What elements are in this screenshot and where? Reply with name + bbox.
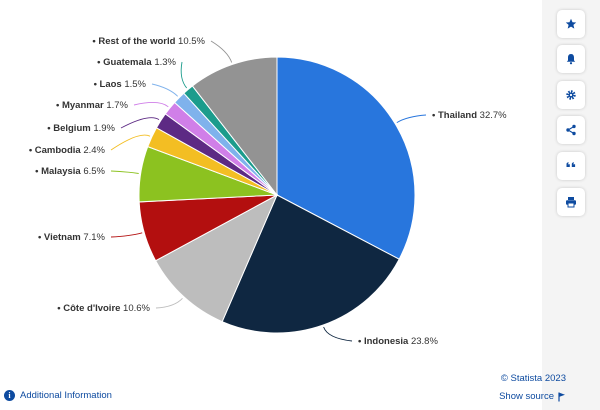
data-label: • Myanmar 1.7% — [56, 100, 129, 111]
data-label: • Malaysia 6.5% — [35, 166, 105, 177]
slice-value: 2.4% — [81, 145, 106, 156]
leader-line — [210, 40, 233, 63]
print-icon — [566, 197, 576, 208]
slice-value: 23.8% — [408, 336, 438, 347]
slice-label: • Myanmar — [56, 100, 104, 111]
data-label: • Guatemala 1.3% — [97, 57, 176, 68]
leader-line — [110, 170, 139, 174]
pie-slice[interactable] — [276, 56, 416, 260]
settings-button[interactable] — [557, 81, 585, 109]
data-label: • Vietnam 7.1% — [38, 232, 106, 243]
pie-chart: • Thailand 32.7% • Indonesia 23.8% • Côte … — [29, 36, 507, 347]
slice-label: • Laos — [94, 79, 122, 90]
slice-value: 10.6% — [120, 303, 150, 314]
slice-label: • Guatemala — [97, 57, 152, 68]
leader-line — [151, 83, 179, 97]
slice-value: 1.5% — [122, 79, 147, 90]
share-icon — [566, 124, 576, 136]
data-label: • Côte d'Ivoire 10.6% — [57, 303, 150, 314]
slice-label: • Malaysia — [35, 166, 81, 177]
leader-line — [323, 326, 353, 342]
data-label: • Thailand 32.7% — [432, 110, 507, 121]
slice-label: • Thailand — [432, 110, 477, 121]
leader-line — [110, 134, 151, 151]
pie-slice[interactable] — [221, 194, 400, 334]
leader-line — [110, 232, 143, 238]
show-source-link[interactable]: Show source — [499, 391, 566, 402]
slice-label: • Rest of the world — [92, 36, 175, 47]
leader-line — [120, 117, 160, 129]
bell-icon — [566, 54, 576, 65]
leader-line — [180, 61, 188, 89]
quote-icon — [566, 162, 576, 167]
slice-value: 6.5% — [81, 166, 106, 177]
share-button[interactable] — [557, 116, 585, 144]
leader-line — [155, 297, 183, 309]
data-label: • Cambodia 2.4% — [29, 145, 106, 156]
slice-value: 32.7% — [477, 110, 507, 121]
additional-information-label: Additional Information — [20, 390, 112, 401]
info-icon: i — [4, 390, 15, 401]
slice-label: • Vietnam — [38, 232, 81, 243]
print-button[interactable] — [557, 188, 585, 216]
statista-credit[interactable]: © Statista 2023 — [500, 373, 566, 384]
slice-label: • Indonesia — [358, 336, 409, 347]
favorite-button[interactable] — [557, 10, 585, 38]
slice-label: • Côte d'Ivoire — [57, 303, 120, 314]
star-icon — [565, 18, 577, 29]
slice-value: 1.7% — [104, 100, 129, 111]
slice-value: 1.9% — [91, 123, 116, 134]
show-source-label: Show source — [499, 391, 554, 402]
leader-line — [396, 114, 427, 123]
leader-line — [133, 102, 169, 108]
pie-slice[interactable] — [154, 193, 279, 323]
data-label: • Belgium 1.9% — [47, 123, 115, 134]
pie-slice[interactable] — [191, 56, 278, 197]
data-label: • Indonesia 23.8% — [358, 336, 438, 347]
cite-button[interactable] — [557, 152, 585, 180]
sidebar — [542, 0, 600, 410]
flag-icon — [558, 392, 565, 401]
slice-value: 1.3% — [152, 57, 177, 68]
gear-icon — [566, 90, 576, 100]
notification-button[interactable] — [557, 45, 585, 73]
slice-value: 7.1% — [81, 232, 106, 243]
data-label: • Rest of the world 10.5% — [92, 36, 205, 47]
slice-label: • Belgium — [47, 123, 90, 134]
additional-information-link[interactable]: i Additional Information — [4, 390, 112, 401]
slice-value: 10.5% — [175, 36, 205, 47]
data-label: • Laos 1.5% — [94, 79, 147, 90]
slice-label: • Cambodia — [29, 145, 82, 156]
